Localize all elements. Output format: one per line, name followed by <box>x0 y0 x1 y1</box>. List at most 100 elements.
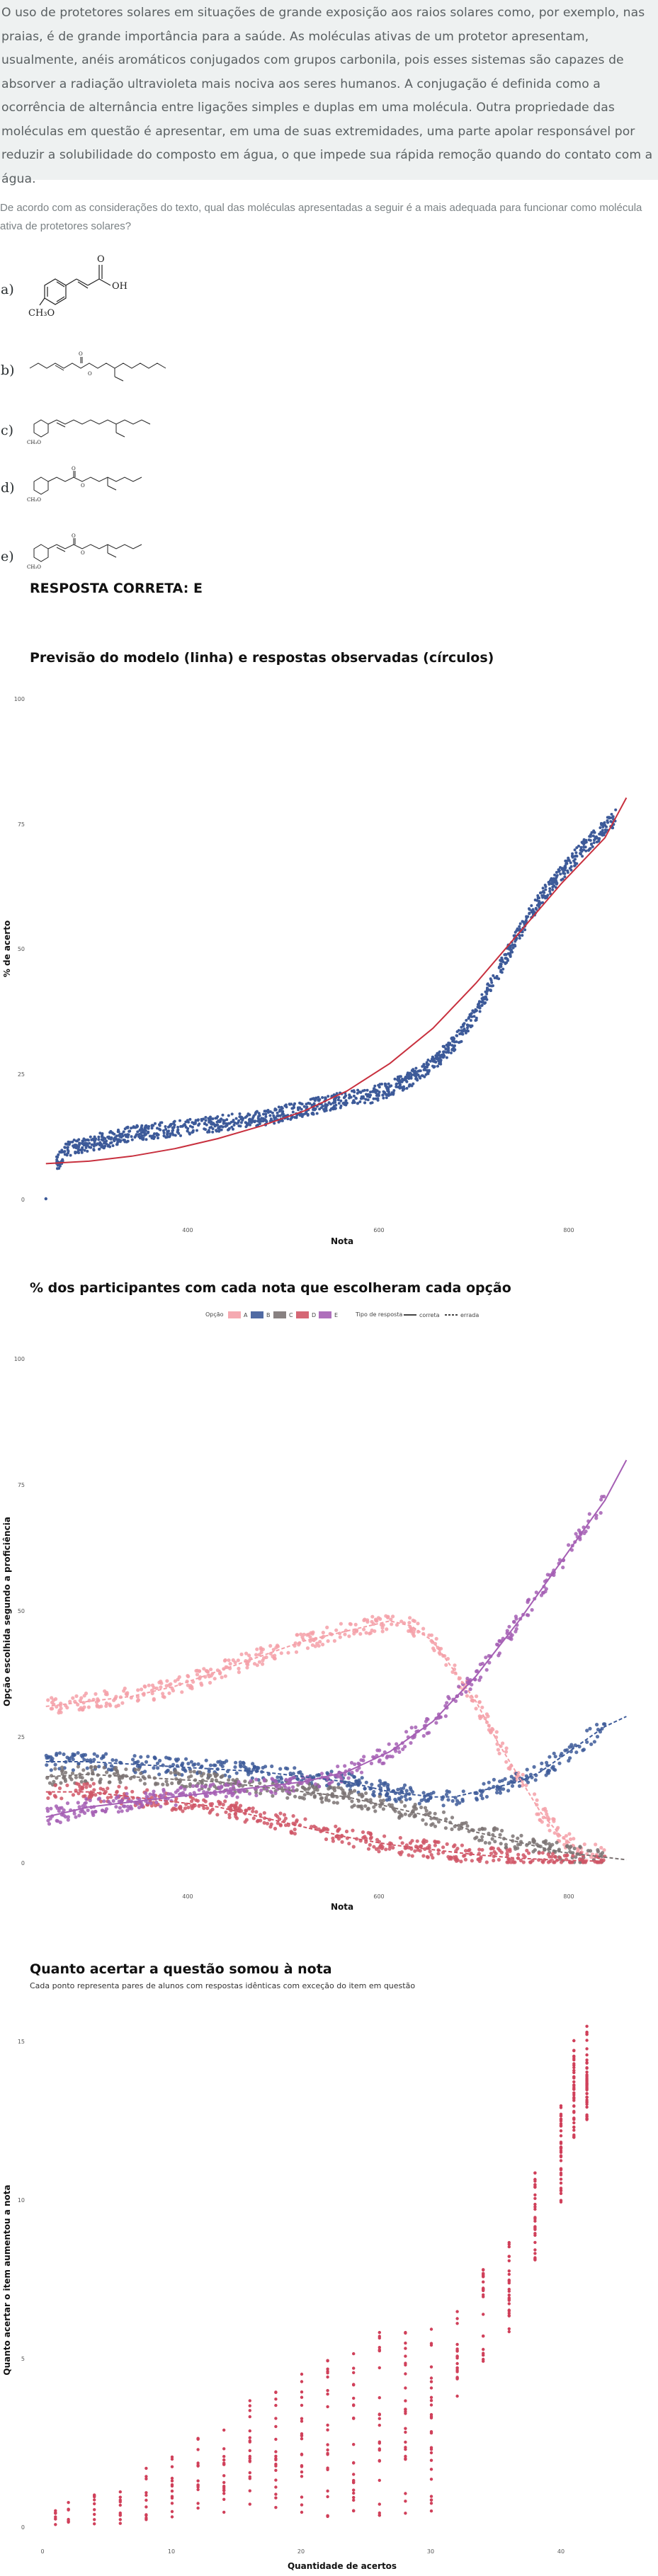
chart3-point <box>404 2412 407 2415</box>
chart2-point-e <box>224 1783 228 1787</box>
chart1-point <box>579 845 583 849</box>
chart2-point-b <box>233 1765 237 1769</box>
chart2-point-d <box>466 1849 471 1853</box>
chart1-point <box>393 1077 397 1081</box>
chart2-point-c <box>201 1772 205 1776</box>
chart1-model-line <box>45 797 628 1165</box>
chart2-point-d <box>170 1808 174 1812</box>
chart2-point-d <box>209 1809 213 1813</box>
chart2-point-d <box>400 1841 404 1845</box>
chart2-point-d <box>429 1853 433 1857</box>
chart2-point-b <box>446 1798 450 1802</box>
chart1-point <box>219 1119 222 1123</box>
chart2-point-b <box>479 1794 484 1798</box>
chart2-point-c <box>424 1822 429 1826</box>
chart2-point-a <box>268 1643 273 1648</box>
chart2-point-a <box>55 1704 59 1709</box>
chart2-point-a <box>373 1617 378 1622</box>
chart2-point-c <box>413 1814 418 1818</box>
chart2-point-b <box>506 1789 511 1793</box>
chart1-point <box>82 1137 86 1141</box>
chart2-point-b <box>386 1783 390 1787</box>
chart2-point-b <box>601 1722 606 1726</box>
chart2-point-d <box>499 1850 504 1854</box>
chart1-point <box>544 888 548 891</box>
chart1-point <box>344 1103 348 1107</box>
chart1-point <box>601 828 604 832</box>
chart1-point <box>132 1126 135 1129</box>
chart2-point-e <box>544 1587 548 1591</box>
chart2-point-c <box>368 1798 373 1802</box>
chart3-point <box>274 2462 278 2466</box>
chart1-point <box>453 1049 455 1052</box>
chart2-point-e <box>394 1749 398 1753</box>
chart2-point-e <box>404 1730 409 1734</box>
chart2-point-c <box>467 1829 471 1833</box>
chart1-point <box>601 833 604 837</box>
chart2-point-e <box>151 1792 155 1796</box>
chart2-point-b <box>402 1786 406 1790</box>
chart2-point-d <box>368 1832 373 1836</box>
chart3-point <box>572 2091 576 2095</box>
chart1-point <box>74 1139 78 1143</box>
chart2-line-c <box>45 1773 627 1861</box>
chart2-point-c <box>450 1816 455 1820</box>
chart2-point-e <box>120 1809 124 1813</box>
chart3-point <box>429 2502 433 2505</box>
chart2-point-d <box>334 1824 338 1828</box>
chart3-point <box>482 2272 485 2275</box>
chart3-point <box>300 2470 304 2474</box>
chart1-point <box>455 1040 458 1044</box>
chart2-point-e <box>561 1566 565 1570</box>
chart1-point <box>534 906 538 910</box>
chart3-ytick: 5 <box>21 2356 25 2362</box>
chart3-point <box>572 2080 576 2084</box>
chart2-point-b <box>528 1772 533 1777</box>
chart1-point <box>269 1117 273 1121</box>
chart3-point <box>300 2390 304 2394</box>
chart1-point <box>264 1112 268 1116</box>
chart1-point <box>348 1093 351 1097</box>
chart1-point <box>102 1146 106 1150</box>
chart2-point-c <box>243 1779 247 1784</box>
chart3-point <box>404 2440 407 2444</box>
chart2-point-d <box>413 1849 417 1853</box>
chart2-point-e <box>339 1777 344 1781</box>
chart2-point-b <box>153 1756 157 1760</box>
chart2-point-b <box>585 1740 589 1744</box>
chart2-point-e <box>497 1651 502 1655</box>
chart2-point-c <box>589 1849 593 1853</box>
chart3-point <box>429 2365 433 2369</box>
chart2-point-e <box>49 1806 53 1811</box>
chart1-point <box>89 1146 93 1149</box>
chart3-point <box>352 2473 356 2476</box>
chart2-point-c <box>335 1801 339 1805</box>
chart2-point-e <box>594 1516 599 1520</box>
chart2-point-e <box>507 1624 511 1629</box>
chart1-point <box>602 831 606 835</box>
chart3-point <box>352 2498 356 2502</box>
chart1-point <box>475 1009 478 1013</box>
chart2-point-a <box>361 1627 366 1631</box>
chart1-point <box>472 1010 476 1014</box>
chart2-point-c <box>399 1800 404 1804</box>
chart1-point <box>410 1068 414 1072</box>
chart2-point-b <box>174 1757 178 1762</box>
chart2-point-a <box>236 1658 240 1663</box>
chart3-point <box>196 2437 200 2441</box>
chart2-point-d <box>463 1857 468 1862</box>
chart3-point <box>507 2269 511 2273</box>
chart2-point-c <box>499 1842 503 1846</box>
chart2-point-b <box>171 1762 176 1767</box>
chart3-point <box>300 2503 304 2507</box>
chart2-point-e <box>464 1689 468 1694</box>
chart2-point-e <box>148 1792 152 1796</box>
chart1-point <box>352 1094 356 1098</box>
chart1-point <box>396 1076 399 1078</box>
chart1-point <box>366 1094 370 1098</box>
chart1-point <box>332 1105 336 1108</box>
chart3-point <box>404 2500 407 2503</box>
chart2-point-a <box>380 1626 385 1630</box>
chart2-point-d <box>428 1850 432 1854</box>
chart2-point-a <box>237 1670 241 1675</box>
